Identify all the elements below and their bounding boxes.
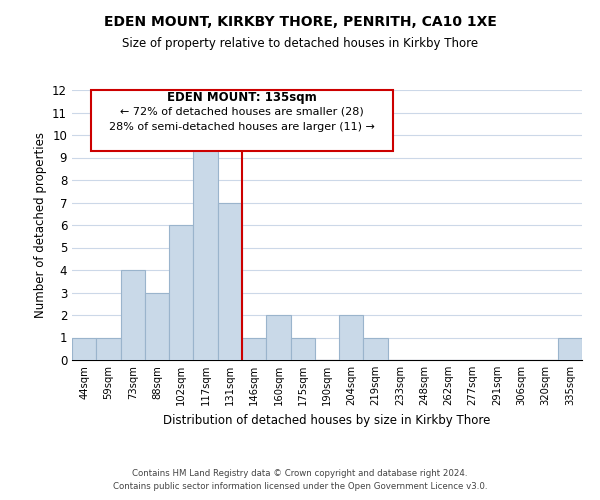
Text: 28% of semi-detached houses are larger (11) →: 28% of semi-detached houses are larger (…	[109, 122, 375, 132]
Bar	[193, 135, 218, 360]
Bar	[290, 338, 315, 360]
Text: Size of property relative to detached houses in Kirkby Thore: Size of property relative to detached ho…	[122, 38, 478, 51]
Bar	[218, 202, 242, 360]
Bar	[558, 338, 582, 360]
Text: EDEN MOUNT: 135sqm: EDEN MOUNT: 135sqm	[167, 92, 317, 104]
Text: Contains HM Land Registry data © Crown copyright and database right 2024.: Contains HM Land Registry data © Crown c…	[132, 468, 468, 477]
Text: ← 72% of detached houses are smaller (28): ← 72% of detached houses are smaller (28…	[120, 106, 364, 117]
Bar	[96, 338, 121, 360]
Bar	[339, 315, 364, 360]
Bar	[72, 338, 96, 360]
Y-axis label: Number of detached properties: Number of detached properties	[34, 132, 47, 318]
Bar	[91, 90, 392, 151]
Text: EDEN MOUNT, KIRKBY THORE, PENRITH, CA10 1XE: EDEN MOUNT, KIRKBY THORE, PENRITH, CA10 …	[104, 15, 496, 29]
Bar	[242, 338, 266, 360]
Bar	[145, 292, 169, 360]
Bar	[266, 315, 290, 360]
Text: Contains public sector information licensed under the Open Government Licence v3: Contains public sector information licen…	[113, 482, 487, 491]
Bar	[121, 270, 145, 360]
Bar	[364, 338, 388, 360]
Bar	[169, 225, 193, 360]
X-axis label: Distribution of detached houses by size in Kirkby Thore: Distribution of detached houses by size …	[163, 414, 491, 426]
